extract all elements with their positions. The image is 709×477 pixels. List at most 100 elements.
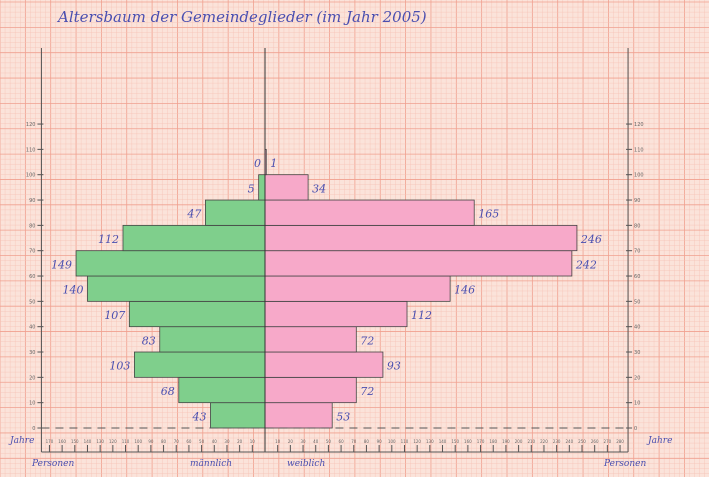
bar-female-30-39	[264, 326, 357, 353]
bar-female-20-29	[264, 351, 384, 378]
y-tick-label-left: 50	[29, 299, 35, 305]
y-tick-label-left: 40	[29, 325, 35, 331]
x-tick-label-right: 80	[364, 439, 370, 444]
bar-female-70-79	[264, 224, 578, 252]
y-tick-label-left: 60	[29, 274, 35, 280]
x-tick-label-left: 160	[58, 439, 66, 444]
y-tick-label-right: 90	[634, 198, 640, 204]
bar-male-80-89	[205, 199, 266, 226]
data-label-female-80-89: 165	[478, 208, 499, 221]
y-tick-label-left: 70	[29, 249, 35, 255]
y-tick-label-left: 100	[26, 173, 36, 179]
y-tick-label-right: 0	[634, 426, 637, 432]
y-tick-label-right: 120	[634, 122, 644, 128]
bar-male-70-79	[122, 224, 266, 252]
bar-male-40-49	[128, 300, 266, 328]
x-tick-label-left: 110	[122, 439, 130, 444]
x-tick-label-right: 260	[591, 439, 599, 444]
bar-female-0-9	[264, 402, 333, 429]
x-tick-label-left: 10	[250, 439, 256, 444]
group-label-female: weiblich	[287, 459, 325, 469]
data-label-female-30-39: 72	[360, 334, 374, 347]
bar-female-80-89	[264, 199, 475, 226]
x-tick-label-left: 90	[148, 439, 154, 444]
bar-male-50-59	[87, 275, 266, 302]
y-tick-label-right: 20	[634, 375, 640, 381]
data-label-female-90-99: 34	[312, 182, 326, 195]
x-tick-label-left: 30	[224, 439, 230, 444]
data-label-male-0-9: 43	[191, 410, 206, 423]
y-tick-label-left: 120	[26, 122, 36, 128]
y-tick-label-right: 80	[634, 223, 640, 229]
y-tick-label-right: 10	[634, 401, 640, 407]
x-tick-label-left: 20	[237, 439, 243, 444]
x-tick-label-left: 140	[84, 439, 92, 444]
x-tick-label-right: 60	[339, 439, 345, 444]
y-tick-label-left: 80	[29, 223, 35, 229]
y-tick-label-right: 30	[634, 350, 640, 356]
x-tick-label-left: 120	[109, 439, 117, 444]
data-label-female-50-59: 146	[454, 284, 475, 297]
bar-male-90-99	[258, 174, 266, 201]
x-tick-label-right: 240	[565, 439, 573, 444]
bar-male-20-29	[133, 351, 266, 378]
x-tick-label-right: 30	[300, 439, 306, 444]
group-label-male: männlich	[190, 459, 232, 469]
bar-female-90-99	[264, 174, 309, 201]
data-label-female-100-109: 1	[270, 157, 277, 170]
x-tick-label-right: 190	[502, 439, 510, 444]
x-tick-label-right: 250	[578, 439, 586, 444]
data-label-male-50-59: 140	[62, 284, 83, 297]
x-tick-label-right: 40	[313, 439, 319, 444]
x-tick-label-left: 170	[46, 439, 54, 444]
y-tick-label-right: 40	[634, 325, 640, 331]
data-label-male-100-109: 0	[254, 157, 261, 170]
y-tick-label-left: 20	[29, 375, 35, 381]
x-tick-label-right: 200	[515, 439, 523, 444]
x-tick-label-left: 130	[96, 439, 104, 444]
x-tick-label-right: 70	[351, 439, 357, 444]
x-tick-label-left: 60	[186, 439, 192, 444]
data-label-male-10-19: 68	[161, 385, 175, 398]
bar-female-60-69	[264, 250, 573, 277]
data-label-male-70-79: 112	[98, 233, 119, 246]
bar-male-0-9	[210, 402, 266, 429]
data-label-male-80-89: 47	[186, 208, 201, 221]
data-label-female-20-29: 93	[387, 360, 401, 373]
y-axis-label-left: Jahre	[8, 436, 34, 446]
x-tick-label-right: 140	[439, 439, 447, 444]
y-axis-label-right: Jahre	[646, 436, 672, 446]
x-tick-label-right: 50	[326, 439, 332, 444]
x-axis-label-right: Personen	[603, 459, 646, 469]
bar-female-50-59	[264, 275, 451, 302]
x-tick-label-right: 20	[288, 439, 294, 444]
bar-female-10-19	[264, 376, 357, 404]
y-tick-label-right: 110	[634, 147, 644, 153]
bar-male-60-69	[75, 250, 266, 277]
x-tick-label-right: 170	[477, 439, 485, 444]
data-label-male-30-39: 83	[142, 334, 156, 347]
data-label-male-90-99: 5	[248, 182, 255, 195]
x-tick-label-left: 80	[161, 439, 167, 444]
y-tick-label-right: 50	[634, 299, 640, 305]
data-label-male-40-49: 107	[104, 309, 125, 322]
x-tick-label-right: 230	[553, 439, 561, 444]
x-tick-label-right: 110	[401, 439, 409, 444]
data-label-female-10-19: 72	[360, 385, 374, 398]
x-tick-label-right: 280	[616, 439, 624, 444]
x-tick-label-left: 40	[212, 439, 218, 444]
x-tick-label-right: 120	[413, 439, 421, 444]
chart-title: Altersbaum der Gemeindeglieder (im Jahr …	[56, 8, 427, 26]
data-label-female-70-79: 246	[580, 233, 602, 246]
data-label-female-0-9: 53	[336, 410, 350, 423]
axes: 0 0 10 10 20 20 30 30 40 40 50 50 60 60 70 70 80 80 90 90 10…	[26, 48, 644, 453]
x-tick-label-left: 70	[174, 439, 180, 444]
x-tick-label-right: 10	[275, 439, 281, 444]
data-label-female-40-49: 112	[411, 309, 432, 322]
x-tick-label-left: 150	[71, 439, 79, 444]
x-tick-label-right: 270	[604, 439, 612, 444]
data-label-male-60-69: 149	[51, 258, 72, 271]
data-label-female-60-69: 242	[575, 258, 597, 271]
x-tick-label-right: 210	[527, 439, 535, 444]
